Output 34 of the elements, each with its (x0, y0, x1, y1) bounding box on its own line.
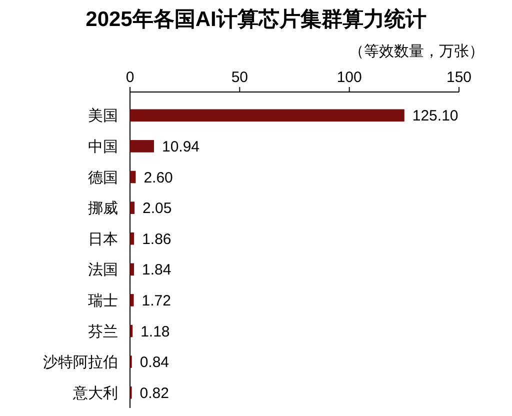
bar (130, 324, 133, 338)
data-label: 1.72 (142, 292, 171, 310)
data-label: 2.05 (142, 200, 172, 218)
chart-title: 2025年各国AI计算芯片集群算力统计 (86, 7, 426, 31)
y-tick-label: 意大利 (72, 384, 118, 402)
bar (130, 109, 404, 122)
data-label: 10.94 (162, 138, 200, 156)
data-label: 2.60 (144, 169, 173, 186)
x-tick-label: 100 (336, 69, 362, 86)
y-tick-label: 沙特阿拉伯 (43, 354, 118, 372)
x-axis-title: （等效数量，万张） (349, 43, 484, 60)
bar (130, 232, 134, 245)
y-tick-label: 挪威 (88, 200, 118, 218)
bar (130, 263, 134, 276)
y-tick-label: 德国 (88, 169, 118, 186)
bar (130, 202, 134, 214)
y-tick-label: 法国 (88, 262, 118, 279)
x-tick-label: 150 (446, 69, 472, 86)
data-label: 1.18 (140, 323, 170, 340)
bar (130, 170, 136, 184)
data-label: 125.10 (412, 108, 458, 125)
y-tick-label: 日本 (88, 230, 118, 248)
x-tick-label: 50 (231, 69, 248, 86)
bar (130, 294, 134, 306)
data-label: 1.86 (142, 230, 172, 248)
y-tick-label: 中国 (88, 138, 118, 156)
bar (130, 140, 154, 152)
y-tick-label: 芬兰 (88, 323, 118, 340)
y-tick-label: 瑞士 (88, 292, 118, 310)
data-label: 1.84 (142, 262, 172, 279)
data-label: 0.84 (140, 354, 170, 372)
y-tick-label: 美国 (88, 108, 118, 125)
x-tick-label: 0 (126, 69, 134, 86)
data-label: 0.82 (140, 384, 169, 402)
